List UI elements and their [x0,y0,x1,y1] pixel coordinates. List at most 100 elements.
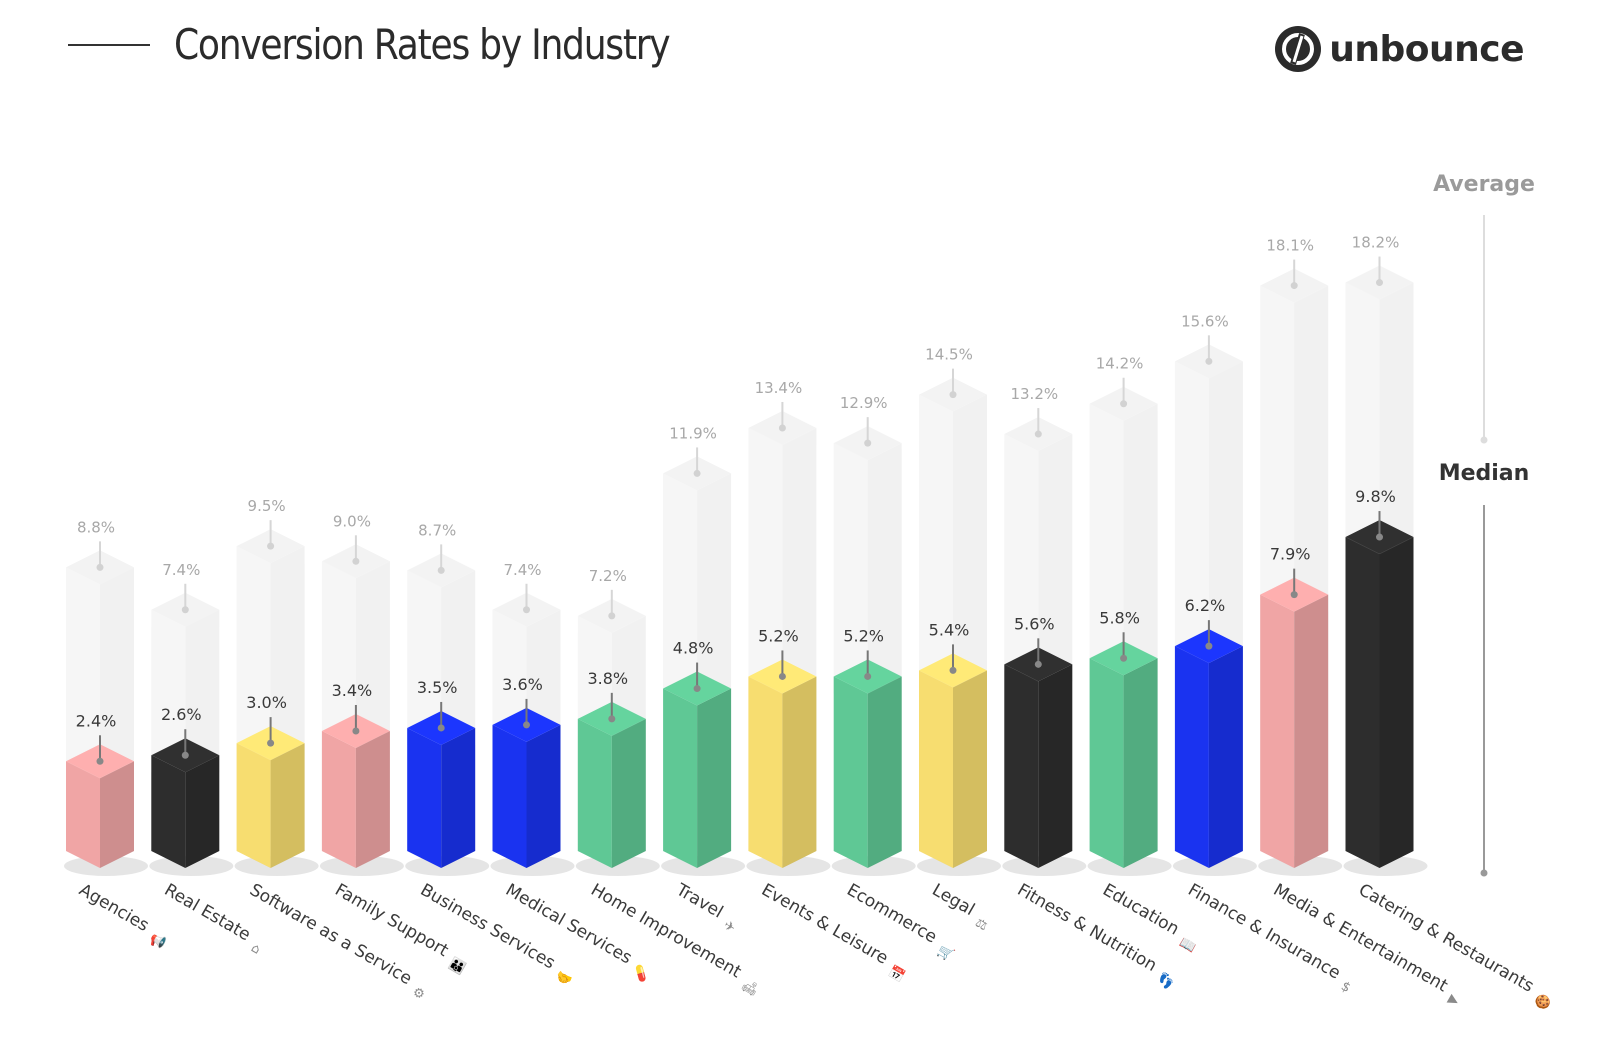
median-dot [181,751,189,759]
bar-shadow [1172,856,1257,876]
category-label-group: Medical Services💊 [502,880,653,985]
unbounce-logo-icon [1275,26,1322,72]
median-dot [778,672,786,680]
bar-right-face [867,676,902,868]
median-value-label: 5.2% [758,626,799,645]
median-value-label: 5.2% [843,626,884,645]
bar-right-face [441,727,476,868]
median-bar [1002,647,1087,876]
category-label: Finance & Insurance [1184,880,1343,984]
category-label: Travel [672,880,727,923]
average-dot [778,424,786,432]
median-value-label: 6.2% [1185,596,1226,615]
average-dot [1205,357,1213,365]
average-value-label: 18.2% [1352,234,1400,252]
bar-left-face [748,676,783,868]
median-value-label: 7.9% [1270,545,1311,564]
median-dot [1120,654,1128,662]
bar-right-face [1123,658,1158,868]
average-value-label: 8.8% [77,518,115,536]
megaphone-icon: 📢 [147,930,169,952]
median-dot [949,666,957,674]
average-dot [96,563,104,571]
average-dot [267,542,275,550]
bar-shadow [661,856,746,876]
bar-left-face [919,670,953,868]
bar-right-face [1038,664,1073,868]
bar-left-face [407,727,442,868]
pill-icon: 💊 [630,962,653,985]
category-label-group: Agencies📢 [76,880,169,952]
average-value-label: 9.5% [248,497,286,515]
legend-median-dot [1480,869,1488,877]
bar-left-face [492,724,527,868]
median-bar [1343,520,1428,876]
category-labels: Agencies📢Real Estate⌂Software as a Servi… [76,880,1554,1014]
average-value-label: 7.4% [503,561,541,579]
median-dot [1376,533,1383,541]
bar-shadow [1002,856,1087,876]
bar-left-face [1174,646,1209,868]
median-dot [1034,660,1042,668]
average-dot [693,469,701,477]
bar-left-face [151,755,186,868]
house-icon: ⌂ [248,941,263,958]
median-bar [831,659,916,876]
legend: Average Median [1433,172,1535,877]
dollar-shield-icon: $ [1338,979,1353,996]
bar-shadow [917,856,1001,876]
median-value-label: 4.8% [673,639,714,658]
legend-average-label: Average [1433,172,1535,197]
median-value-label: 3.8% [587,669,628,688]
average-value-label: 13.2% [1010,385,1058,403]
bar-shadow [746,856,831,876]
bar-left-face [1004,664,1039,868]
brand-logo[interactable]: unbounce [1275,26,1524,72]
average-dot [949,391,957,399]
average-dot [608,612,616,620]
legend-average-dot [1480,436,1488,444]
median-bar [490,707,575,876]
median-bar [917,653,1001,876]
median-dot [523,721,530,729]
category-label-group: Fitness & Nutrition👣 [1014,880,1177,992]
bar-shadow [149,856,234,876]
bar-left-face [833,676,868,868]
average-dot [437,566,445,574]
median-bar [64,744,148,876]
bar-shadow [575,856,660,876]
median-dot [1290,591,1298,599]
bar-right-face [100,761,134,868]
median-bar [746,659,831,876]
median-bar [661,671,746,876]
bar-right-face [782,676,817,868]
bar-left-face [1345,537,1380,868]
median-dot [1205,642,1213,650]
average-value-label: 18.1% [1266,237,1314,255]
bar-right-face [953,670,987,868]
median-bars: 2.4% 2.6% 3.0% 3.4% 3.5% 3.6% 3.8% 4.8% 5.2% 5.2%… [64,487,1428,876]
median-bar [575,701,660,876]
cart-icon: 🛒 [935,942,957,964]
bar-shadow [490,856,575,876]
category-label-group: Events & Leisure📅 [758,880,908,985]
bar-right-face [355,730,390,868]
median-value-label: 3.5% [417,678,458,697]
median-dot [608,715,616,723]
bar-shadow [405,856,490,876]
median-dot [693,685,701,693]
category-label: Home Improvement [587,880,744,982]
category-label: Legal [929,880,978,920]
play-icon: ▶ [1445,992,1461,1010]
category-label: Real Estate [161,880,254,945]
bar-left-face [1260,594,1295,868]
bar-right-face [1294,594,1329,868]
bar-shadow [831,856,916,876]
median-bar [319,713,404,876]
bar-shadow [1258,856,1343,876]
median-dot [96,757,104,765]
median-value-label: 5.6% [1014,614,1055,633]
bar-right-face [270,743,305,868]
airplane-icon: ✈ [721,918,738,936]
